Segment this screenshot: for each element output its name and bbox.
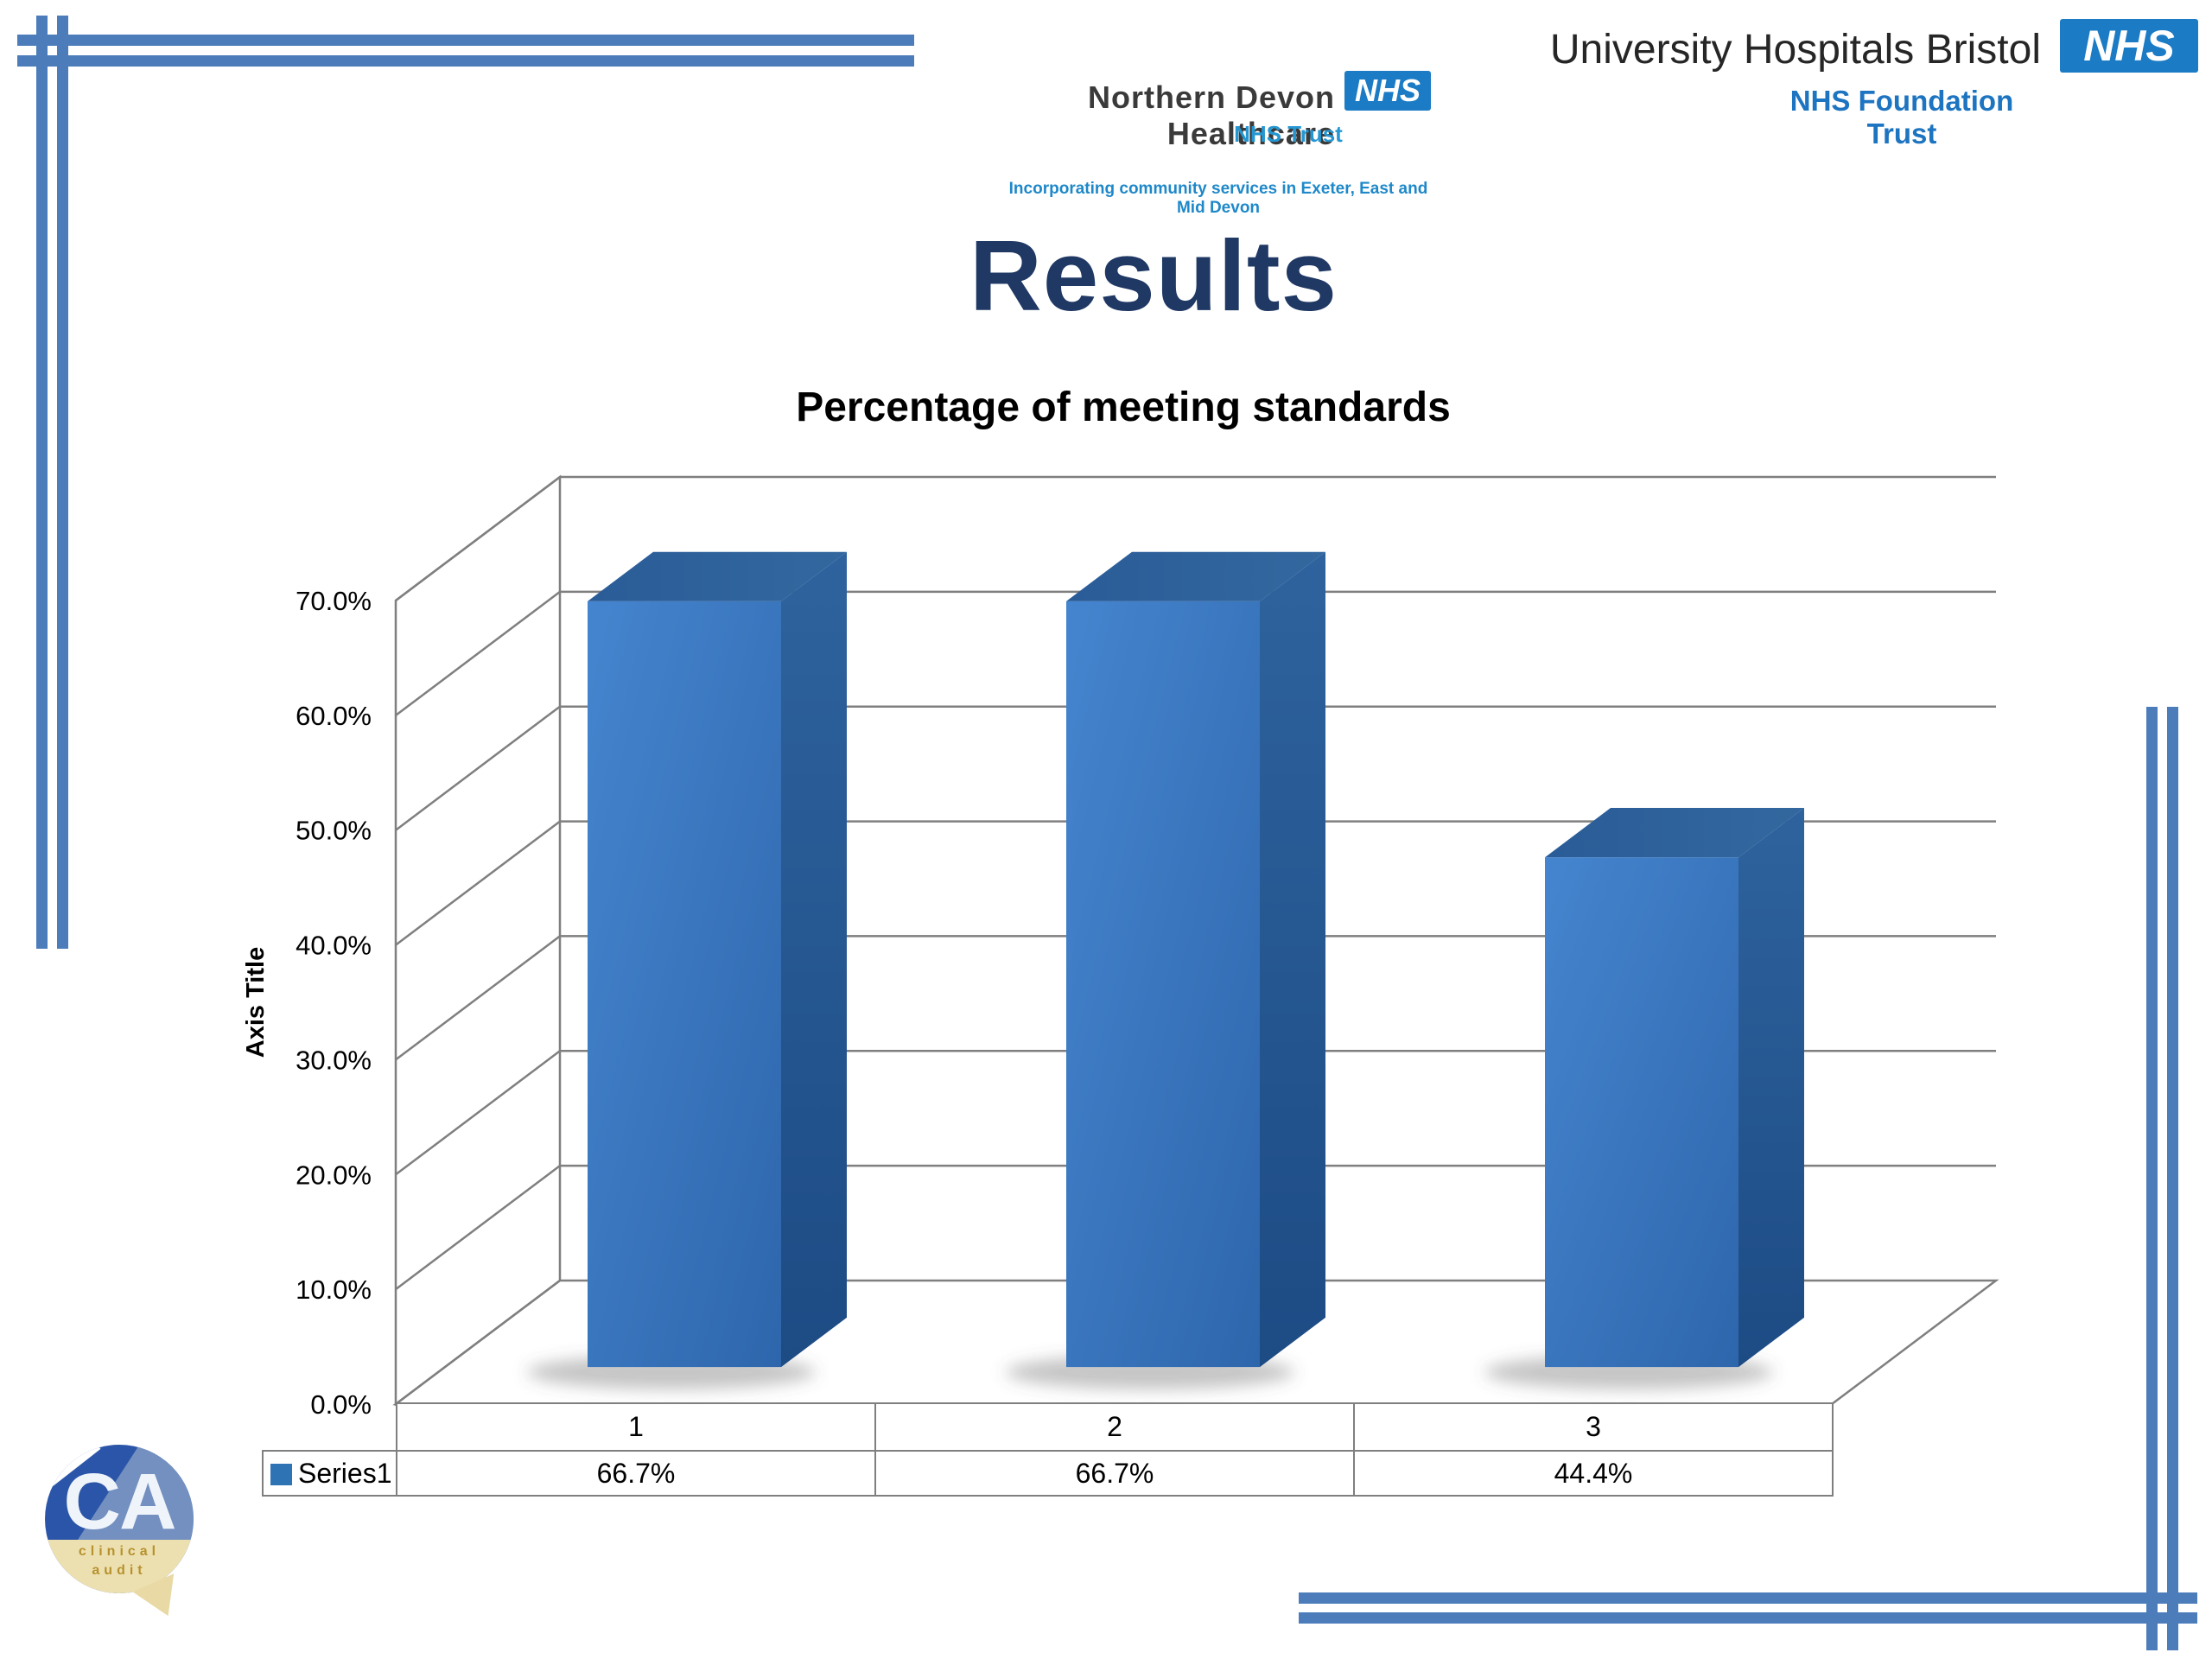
y-tick-label: 10.0%: [296, 1274, 372, 1305]
top-left-horizontal-line-1: [17, 35, 914, 46]
clinical-word: clinical: [78, 1544, 161, 1560]
nhs-trust-descriptor: NHS Trust: [1234, 121, 1343, 147]
bar-top-face: [1066, 551, 1325, 601]
category-label-1: 1: [396, 1402, 876, 1452]
top-left-vertical-line-2: [57, 16, 68, 949]
grid-line: [395, 475, 1996, 601]
clinical-audit-logo: clinical audit CA: [45, 1445, 200, 1626]
bar-side-face: [781, 551, 847, 1368]
legend-cell: Series1: [262, 1450, 397, 1497]
y-tick-label: 30.0%: [296, 1045, 372, 1075]
bottom-right-vertical-line-2: [2167, 707, 2178, 1650]
y-tick-label: 20.0%: [296, 1160, 372, 1190]
bar-front-face: [1545, 857, 1738, 1368]
bar-front-face: [588, 601, 781, 1368]
y-axis-title: Axis Title: [242, 947, 270, 1058]
y-tick-label: 40.0%: [296, 931, 372, 961]
category-row: 1 2 3: [263, 1402, 1834, 1452]
bottom-right-vertical-line-1: [2146, 707, 2158, 1650]
top-left-horizontal-line-2: [17, 55, 914, 67]
grid-line: [395, 935, 1996, 1061]
value-cell-1: 66.7%: [396, 1450, 876, 1497]
nhs-foundation-trust-descriptor: NHS Foundation Trust: [1789, 85, 2014, 149]
nhs-logo-bristol: NHS: [2060, 19, 2198, 73]
nhs-logo-northern-devon: NHS: [1344, 71, 1431, 111]
clinical-audit-words: clinical audit: [45, 1540, 194, 1593]
left-wall: [394, 474, 562, 1407]
bar-front-face: [1066, 601, 1260, 1368]
grid-line: [395, 1164, 1996, 1291]
grid-line: [395, 820, 1996, 946]
series-row: Series1 66.7% 66.7% 44.4%: [262, 1450, 1834, 1497]
y-tick-label: 60.0%: [296, 701, 372, 731]
chart-title: Percentage of meeting standards: [796, 385, 1451, 430]
bar-top-face: [1545, 808, 1804, 858]
y-tick-label: 0.0%: [310, 1389, 372, 1420]
y-tick-label: 70.0%: [296, 586, 372, 616]
grid-line: [395, 705, 1996, 831]
category-label-3: 3: [1353, 1402, 1834, 1452]
value-cell-2: 66.7%: [874, 1450, 1355, 1497]
grid-line: [395, 590, 1996, 716]
series-name: Series1: [298, 1457, 392, 1489]
ca-initials: CA: [63, 1458, 177, 1546]
category-label-2: 2: [874, 1402, 1355, 1452]
empty-cell: [263, 1403, 397, 1451]
grid-line: [395, 1050, 1996, 1176]
bar-side-face: [1260, 551, 1325, 1368]
clinical-audit-circle: clinical audit CA: [45, 1445, 194, 1593]
bottom-right-horizontal-line-1: [1299, 1592, 2197, 1604]
series1-swatch-icon: [270, 1463, 292, 1485]
value-cell-3: 44.4%: [1353, 1450, 1834, 1497]
chart-data-table: 1 2 3 Series1 66.7% 66.7% 44.4%: [262, 1402, 1834, 1497]
northern-devon-healthcare-logo-text: Northern Devon Healthcare: [1087, 79, 1335, 151]
y-tick-label: 50.0%: [296, 816, 372, 846]
top-left-vertical-line-1: [36, 16, 48, 949]
bottom-right-horizontal-line-2: [1299, 1612, 2197, 1624]
bar-top-face: [588, 551, 847, 601]
audit-word: audit: [92, 1562, 147, 1578]
university-hospitals-bristol-logo-text: University Hospitals Bristol: [1549, 27, 2041, 73]
northern-devon-tagline: Incorporating community services in Exet…: [1008, 180, 1428, 217]
slide-title: Results: [969, 219, 1338, 332]
bar-side-face: [1738, 808, 1804, 1368]
